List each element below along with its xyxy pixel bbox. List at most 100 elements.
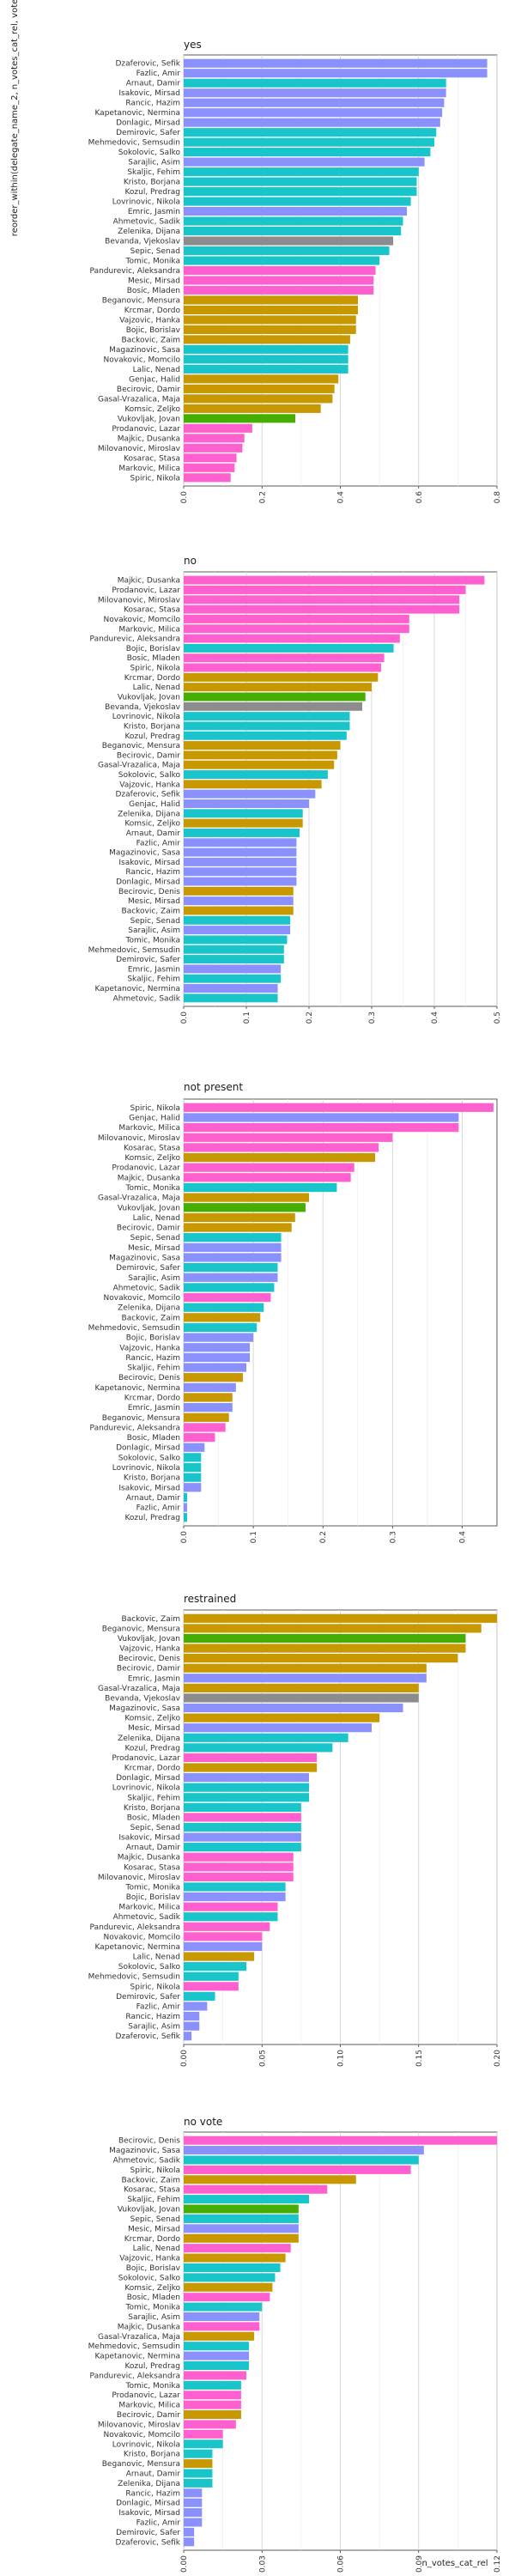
bar xyxy=(184,1802,301,1812)
y-tick-label: Kosarac, Stasa xyxy=(124,1144,180,1152)
bar xyxy=(184,721,350,731)
bar xyxy=(184,1693,419,1703)
x-tick-label: 0.0 xyxy=(180,491,189,504)
bar xyxy=(184,1643,466,1653)
bar xyxy=(184,1423,226,1432)
bar xyxy=(184,848,297,857)
y-tick-label: Donlagic, Mirsad xyxy=(116,1774,180,1783)
y-tick-label: Zelenika, Dijana xyxy=(118,1304,180,1313)
y-tick-label: Novakovic, Momcilo xyxy=(104,2431,181,2439)
y-tick-label: Kozul, Predrag xyxy=(124,732,180,741)
bar xyxy=(184,256,380,265)
bar xyxy=(184,2371,246,2380)
bar xyxy=(184,69,488,78)
y-tick-label: Rancic, Hazim xyxy=(125,868,180,877)
bar xyxy=(184,926,291,935)
y-tick-label: Ahmetovic, Sadik xyxy=(113,218,181,227)
bar xyxy=(184,1613,497,1623)
y-tick-label: Becirovic, Damir xyxy=(117,1224,180,1233)
y-axis-label: reorder_within(delegate_name_2, n_votes_… xyxy=(10,0,20,236)
y-tick-label: Demirovic, Safer xyxy=(116,129,180,137)
y-tick-label: Sarajlic, Asim xyxy=(128,159,180,167)
bar xyxy=(184,2498,203,2507)
bar xyxy=(184,335,350,344)
y-tick-label: Markovic, Milica xyxy=(118,465,180,473)
y-tick-label: Pandurevic, Aleksandra xyxy=(90,1923,180,1932)
bar xyxy=(184,1723,372,1733)
y-tick-label: Bosic, Mladen xyxy=(127,287,180,295)
y-tick-label: Spiric, Nikola xyxy=(130,665,180,673)
x-tick-label: 0.06 xyxy=(337,2555,346,2573)
y-tick-label: Dzaferovic, Sefik xyxy=(115,60,180,69)
y-tick-label: Rancic, Hazim xyxy=(125,2013,180,2021)
x-tick-label: 0.15 xyxy=(415,2050,424,2067)
bar xyxy=(184,2204,299,2214)
y-tick-label: Demirovic, Safer xyxy=(116,1993,180,2002)
bar xyxy=(184,305,359,315)
bar xyxy=(184,1373,243,1382)
y-tick-label: Milovanovic, Miroslav xyxy=(98,445,181,453)
bar xyxy=(184,955,284,964)
y-tick-label: Ahmetovic, Sadik xyxy=(113,1284,181,1292)
bar xyxy=(184,2253,286,2263)
bar xyxy=(184,325,356,334)
bar xyxy=(184,1473,202,1482)
bar xyxy=(184,374,339,384)
facet-title: no xyxy=(184,555,197,567)
bar xyxy=(184,1292,271,1303)
y-tick-label: Bojic, Borislav xyxy=(126,2264,181,2273)
y-tick-label: Vajzovic, Hanka xyxy=(119,316,180,325)
bar xyxy=(184,702,363,711)
y-tick-label: Komsic, Zeljko xyxy=(124,2284,180,2293)
y-tick-label: Bevanda, Vjekoslav xyxy=(105,238,181,246)
y-tick-label: Lovrinovic, Nikola xyxy=(112,1784,180,1793)
y-tick-label: Zelenika, Dijana xyxy=(118,1735,180,1743)
y-tick-label: Spiric, Nikola xyxy=(130,1104,180,1113)
y-tick-label: Becirovic, Damir xyxy=(117,751,180,760)
y-tick-label: Pandurevic, Aleksandra xyxy=(90,267,180,276)
bar xyxy=(184,1872,294,1882)
bar xyxy=(184,2518,203,2527)
y-tick-label: Krcmar, Dordo xyxy=(124,2235,181,2244)
y-tick-label: Bojic, Borislav xyxy=(126,1334,181,1343)
bar xyxy=(184,226,402,236)
bar xyxy=(184,88,446,98)
bar xyxy=(184,2508,203,2518)
y-tick-label: Sarajlic, Asim xyxy=(128,2313,180,2322)
bar xyxy=(184,295,359,305)
bar xyxy=(184,1852,294,1862)
bar xyxy=(184,1862,294,1872)
bar xyxy=(184,672,379,682)
bar xyxy=(184,344,348,354)
y-tick-label: Vukovljak, Jovan xyxy=(118,1635,180,1643)
bar xyxy=(184,207,408,216)
x-tick-label: 0.12 xyxy=(494,2555,502,2573)
y-tick-label: Bosic, Mladen xyxy=(127,654,180,663)
bar xyxy=(184,1772,309,1783)
x-tick-label: 0.1 xyxy=(250,1531,258,1543)
bar xyxy=(184,1503,188,1512)
facet-title: no vote xyxy=(184,2116,222,2128)
y-tick-label: Skaljic, Fehim xyxy=(127,2196,180,2204)
bar xyxy=(184,1793,309,1802)
y-tick-label: Bevanda, Vjekoslav xyxy=(105,703,181,712)
y-tick-label: Tomic, Monika xyxy=(125,258,180,266)
bar xyxy=(184,1843,301,1852)
bar xyxy=(184,1143,379,1152)
y-tick-label: Demirovic, Safer xyxy=(116,956,180,964)
bar xyxy=(184,1313,261,1322)
y-tick-label: Kosarac, Stasa xyxy=(124,2186,180,2195)
bar xyxy=(184,1932,263,1941)
bar xyxy=(184,1624,482,1633)
bar xyxy=(184,355,348,364)
y-tick-label: Markovic, Milica xyxy=(118,625,180,634)
bar xyxy=(184,2469,213,2478)
bar xyxy=(184,789,316,799)
bar xyxy=(184,1133,393,1142)
y-tick-label: Skaljic, Fehim xyxy=(127,1794,180,1802)
y-tick-label: Milovanovic, Miroslav xyxy=(98,2421,181,2429)
bar xyxy=(184,423,252,433)
y-tick-label: Sepic, Senad xyxy=(130,2215,180,2224)
bar xyxy=(184,1683,419,1692)
bar xyxy=(184,246,390,256)
